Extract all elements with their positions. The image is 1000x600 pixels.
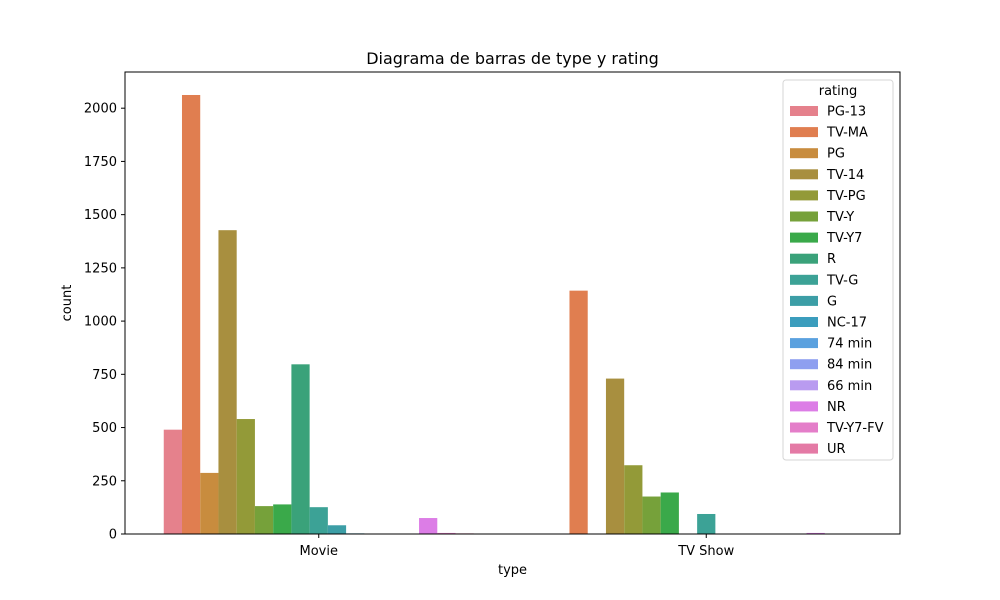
y-tick-label: 1000	[84, 315, 117, 330]
bar	[697, 513, 716, 534]
legend-swatch	[790, 127, 818, 138]
plot-frame	[124, 71, 901, 535]
bar	[327, 525, 347, 534]
legend-label: TV-PG	[826, 189, 866, 204]
legend-label: TV-MA	[826, 126, 868, 141]
legend-label: TV-Y7-FV	[826, 421, 884, 436]
y-tick-label: 500	[92, 421, 117, 436]
bar	[181, 94, 201, 535]
y-axis-label: count	[60, 285, 75, 322]
bar	[291, 364, 310, 534]
x-tick-label: Movie	[300, 544, 338, 559]
legend-swatch	[790, 295, 818, 306]
legend-swatch	[790, 211, 818, 222]
legend-swatch	[790, 422, 818, 433]
y-axis: 0 250 500 750 1000 1250 1500 1750 2000	[84, 102, 125, 543]
bar	[660, 492, 679, 534]
legend-label: PG	[827, 147, 845, 162]
legend: rating PG-13 TV-MA PG TV-14 TV-PG TV-Y TV-Y7 R TV…	[782, 79, 894, 461]
y-tick-label: 1500	[84, 208, 117, 223]
legend-label: 84 min	[827, 358, 872, 373]
legend-label: 74 min	[827, 337, 872, 352]
legend-label: TV-Y7	[826, 231, 862, 246]
legend-title: rating	[819, 84, 858, 99]
legend-label: NR	[827, 400, 846, 415]
legend-label: 66 min	[827, 379, 872, 394]
legend-label: TV-Y	[826, 210, 854, 225]
chart-title: Diagrama de barras de type y rating	[366, 49, 659, 68]
legend-label: PG-13	[827, 105, 866, 120]
x-axis: Movie TV Show	[300, 534, 735, 559]
bar	[419, 518, 438, 534]
legend-swatch	[790, 169, 818, 180]
bar	[273, 504, 292, 534]
bar	[163, 429, 182, 534]
legend-label: G	[827, 294, 837, 309]
legend-swatch	[790, 380, 818, 391]
legend-label: TV-14	[826, 168, 864, 183]
bar	[309, 507, 328, 534]
y-tick-label: 250	[92, 474, 117, 489]
bar	[218, 230, 237, 534]
legend-swatch	[790, 148, 818, 159]
bar	[254, 506, 274, 534]
legend-swatch	[790, 190, 818, 201]
legend-label: TV-G	[826, 273, 858, 288]
legend-swatch	[790, 232, 818, 243]
bar	[806, 532, 825, 534]
x-tick-label: TV Show	[677, 544, 734, 559]
legend-swatch	[790, 317, 818, 327]
y-tick-label: 1750	[84, 155, 117, 170]
legend-swatch	[790, 106, 818, 116]
bar	[236, 419, 255, 534]
bars-group	[163, 94, 844, 535]
bar	[605, 378, 625, 534]
legend-label: NC-17	[827, 316, 867, 331]
y-tick-label: 1250	[84, 261, 117, 276]
bar	[642, 496, 661, 534]
y-tick-label: 2000	[84, 102, 117, 117]
y-tick-label: 0	[109, 528, 117, 543]
legend-swatch	[790, 359, 818, 370]
bar	[437, 532, 456, 534]
legend-label: R	[827, 252, 836, 267]
legend-label: UR	[827, 442, 846, 457]
legend-swatch	[790, 253, 818, 264]
x-axis-label: type	[498, 563, 527, 578]
legend-swatch	[790, 443, 818, 454]
bar	[200, 472, 219, 534]
legend-swatch	[790, 401, 818, 412]
y-tick-label: 750	[92, 368, 117, 383]
bar	[569, 290, 588, 534]
legend-swatch	[790, 338, 818, 349]
bar	[624, 465, 643, 534]
legend-swatch	[790, 274, 818, 285]
